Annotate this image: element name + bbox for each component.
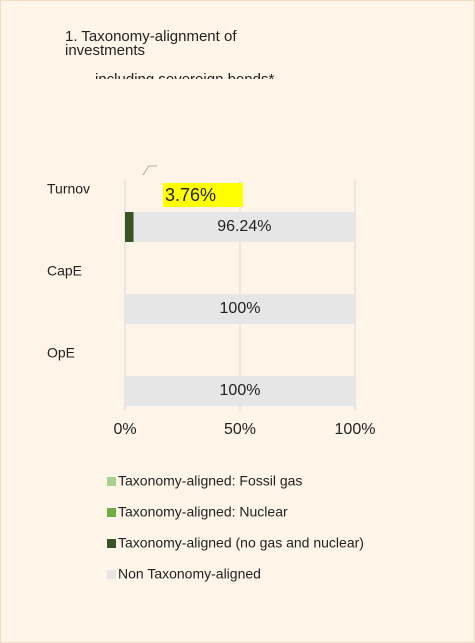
- legend-swatch: [107, 508, 116, 517]
- data-label: 100%: [220, 382, 261, 399]
- bar-segment: [125, 212, 134, 242]
- chart-title: 1. Taxonomy-alignment of investments: [65, 28, 237, 59]
- legend-swatch: [107, 477, 116, 486]
- data-label: 96.24%: [217, 218, 271, 235]
- bar-segment: [133, 212, 355, 242]
- y-tick-label: Turnov: [47, 181, 90, 197]
- x-tick-label: 50%: [224, 421, 256, 438]
- legend-swatch: [107, 570, 116, 579]
- bar-segment: [125, 376, 355, 406]
- x-tick-label: 100%: [335, 421, 376, 438]
- legend-label: Taxonomy-aligned (no gas and nuclear): [118, 535, 364, 551]
- chart-subtitle: including sovereign bonds*: [95, 71, 274, 88]
- legend-label: Taxonomy-aligned: Fossil gas: [118, 473, 302, 489]
- y-tick-label: OpE: [47, 345, 75, 361]
- data-label: 100%: [220, 300, 261, 317]
- legend-label: Taxonomy-aligned: Nuclear: [118, 504, 288, 520]
- decoration: [142, 165, 157, 176]
- data-label: 3.76%: [165, 185, 216, 205]
- legend-label: Non Taxonomy-aligned: [118, 566, 261, 582]
- x-tick-label: 0%: [113, 421, 136, 438]
- y-tick-label: CapE: [47, 263, 82, 279]
- label-highlight: [163, 183, 243, 207]
- bar-segment: [125, 294, 355, 324]
- legend-swatch: [107, 539, 116, 548]
